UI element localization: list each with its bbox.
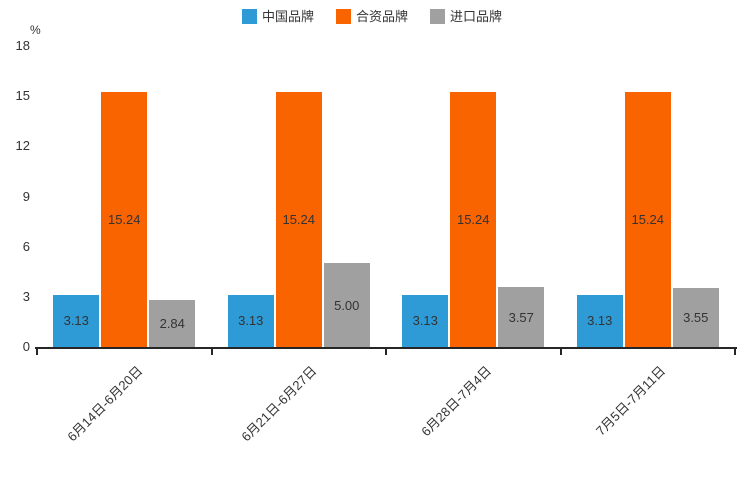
y-tick-label: 6 (22, 238, 30, 254)
x-axis-category-label: 6月28日-7月4日 (417, 363, 494, 440)
bar-series1-group4: 3.13 (576, 294, 623, 347)
bar-series3-group3: 3.57 (498, 287, 545, 347)
y-tick-label: 3 (22, 288, 30, 304)
legend-item-label: 中国品牌 (261, 9, 314, 24)
bar-series1-group2: 3.13 (227, 294, 274, 347)
bar-series2-group3: 15.24 (450, 92, 497, 347)
x-axis-tick (385, 349, 387, 355)
y-axis-unit-label: % (30, 23, 41, 37)
bar-value-label: 2.84 (159, 315, 185, 331)
x-axis-tick (734, 349, 736, 355)
legend-swatch-icon (241, 9, 257, 24)
legend-swatch-icon (335, 9, 351, 24)
bar-value-label: 3.55 (683, 309, 709, 325)
bar-value-label: 3.13 (63, 313, 89, 329)
bar-value-label: 15.24 (107, 212, 141, 228)
x-axis-tick (559, 349, 562, 355)
bar-series2-group4: 15.24 (624, 92, 671, 347)
x-axis-category-label: 7月5日-7月11日 (593, 363, 669, 439)
bar-series2-group1: 15.24 (101, 92, 148, 347)
bar-value-label: 15.24 (282, 212, 316, 228)
bar-value-label: 3.13 (412, 313, 438, 329)
x-axis-line (35, 347, 737, 349)
bar-value-label: 15.24 (456, 212, 490, 228)
bar-value-label: 3.13 (238, 313, 264, 329)
legend-item-1[interactable]: 中国品牌 (241, 9, 314, 24)
y-tick-label: 0 (22, 339, 30, 354)
bar-value-label: 5.00 (334, 297, 360, 313)
bar-value-label: 3.13 (587, 313, 613, 329)
legend-swatch-icon (430, 9, 445, 24)
legend-item-3[interactable]: 进口品牌 (430, 9, 502, 24)
y-tick-label: 12 (15, 138, 30, 154)
y-tick-label: 9 (22, 188, 30, 204)
bar-series1-group3: 3.13 (402, 294, 449, 347)
bar-series2-group2: 15.24 (275, 92, 322, 347)
legend-item-2[interactable]: 合资品牌 (335, 9, 408, 24)
y-tick-label: 15 (15, 88, 30, 104)
bar-series3-group2: 5.00 (323, 263, 370, 347)
x-axis-category-label: 6月21日-6月27日 (238, 363, 320, 445)
bar-series1-group1: 3.13 (53, 294, 100, 347)
chart-legend: 中国品牌 合资品牌 进口品牌 (0, 9, 744, 24)
x-axis-tick (210, 349, 213, 355)
x-axis-tick (36, 349, 38, 355)
legend-item-label: 进口品牌 (450, 9, 503, 24)
y-tick-label: 18 (15, 38, 30, 53)
x-axis-category-label: 6月14日-6月20日 (63, 363, 145, 445)
bar-series3-group1: 2.84 (149, 299, 196, 347)
bar-series3-group4: 3.55 (672, 287, 719, 347)
bar-value-label: 15.24 (631, 212, 665, 228)
bar-value-label: 3.57 (508, 309, 534, 325)
legend-item-label: 合资品牌 (355, 9, 408, 24)
